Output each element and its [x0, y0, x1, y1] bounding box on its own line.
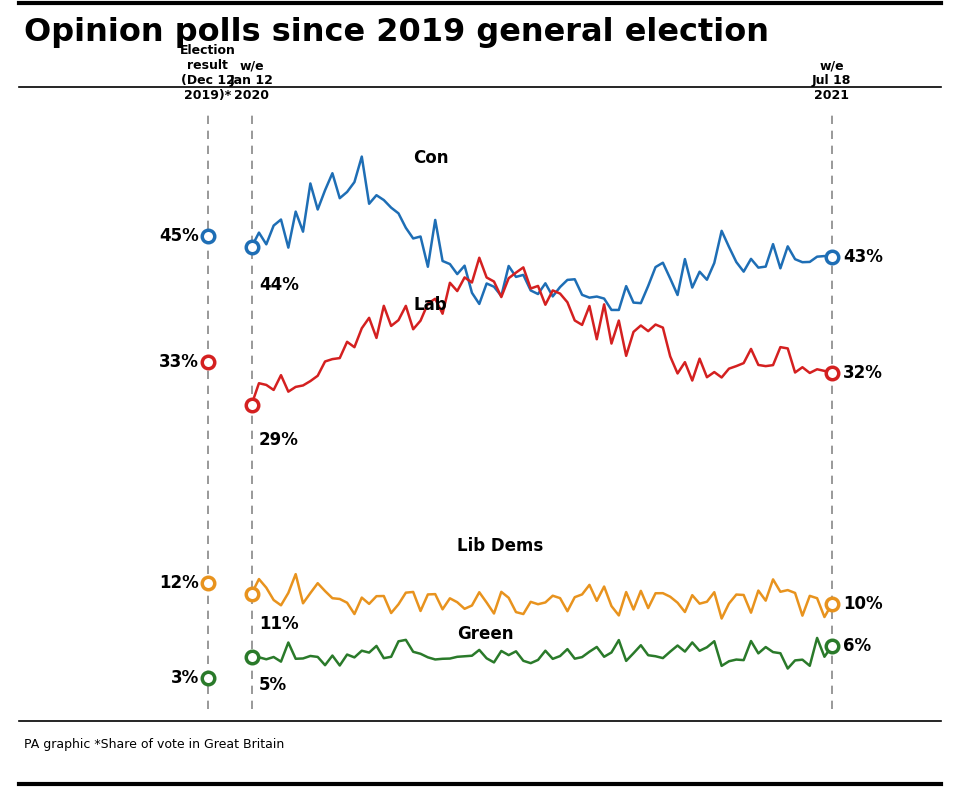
Text: 29%: 29%	[259, 431, 299, 449]
Text: 12%: 12%	[159, 574, 199, 592]
Text: PA graphic *Share of vote in Great Britain: PA graphic *Share of vote in Great Brita…	[24, 738, 284, 751]
Text: 5%: 5%	[259, 675, 287, 693]
Text: 44%: 44%	[259, 277, 299, 295]
Text: Lab: Lab	[413, 296, 446, 314]
Text: 33%: 33%	[158, 354, 199, 371]
Text: Opinion polls since 2019 general election: Opinion polls since 2019 general electio…	[24, 17, 769, 48]
Text: 32%: 32%	[843, 364, 882, 382]
Text: 6%: 6%	[843, 637, 871, 655]
Text: Green: Green	[457, 625, 514, 642]
Text: Con: Con	[413, 149, 448, 166]
Text: Election
result
(Dec 12
2019)*: Election result (Dec 12 2019)*	[180, 44, 235, 102]
Text: 10%: 10%	[843, 595, 882, 613]
Text: 45%: 45%	[159, 228, 199, 245]
Text: w/e
Jan 12
2020: w/e Jan 12 2020	[229, 59, 274, 102]
Text: 11%: 11%	[259, 615, 299, 633]
Text: 43%: 43%	[843, 248, 882, 266]
Text: w/e
Jul 18
2021: w/e Jul 18 2021	[812, 59, 852, 102]
Text: Lib Dems: Lib Dems	[457, 537, 543, 556]
Text: 3%: 3%	[171, 669, 199, 686]
